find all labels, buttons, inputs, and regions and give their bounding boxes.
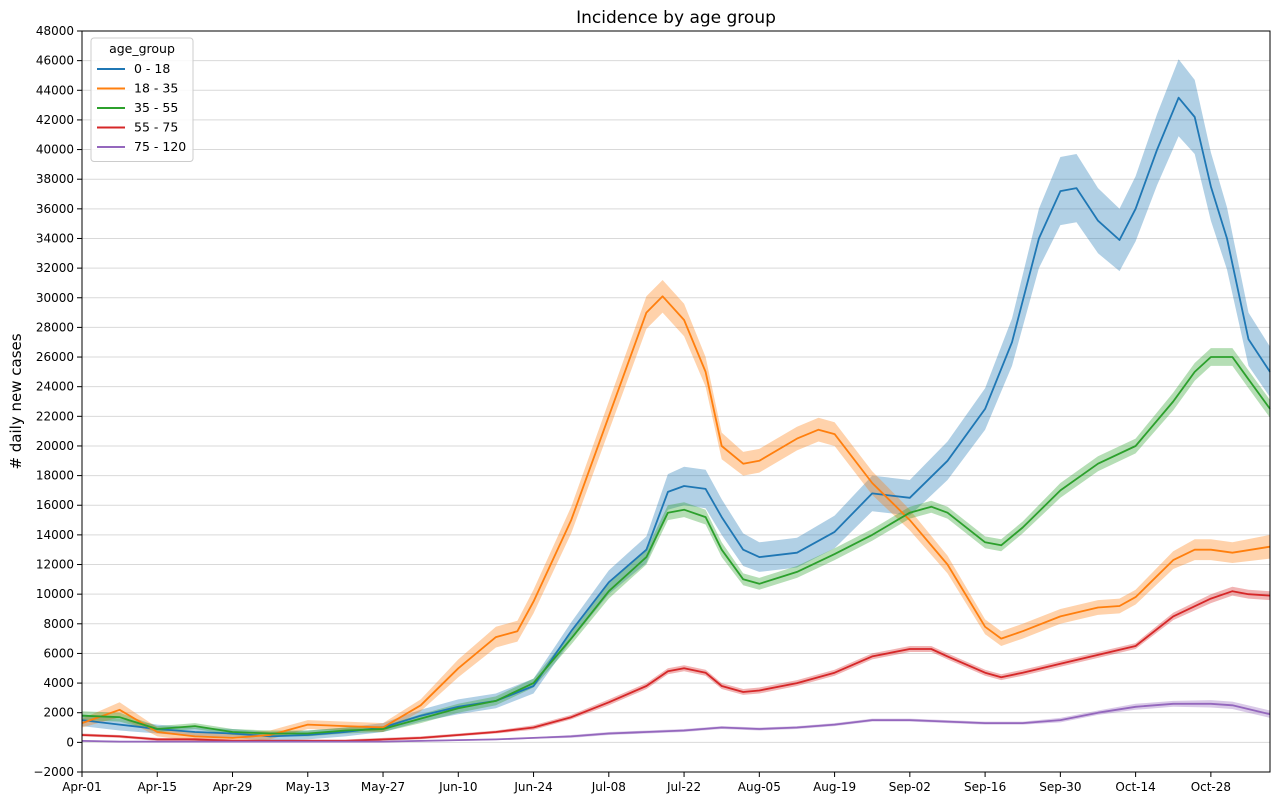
confidence-band-4	[82, 700, 1270, 743]
legend: age_group 0 - 18 18 - 35 35 - 55 55 - 75 75 …	[90, 37, 194, 162]
y-tick-label: 32000	[36, 261, 74, 275]
y-tick-label: 38000	[36, 172, 74, 186]
x-tick-label: Sep-30	[1039, 780, 1081, 794]
legend-entries: 0 - 18 18 - 35 35 - 55 55 - 75 75 - 120	[97, 61, 186, 154]
series-line-2	[81, 356, 1271, 735]
x-tick-label: Oct-28	[1191, 780, 1231, 794]
y-tick-label: 12000	[36, 558, 74, 572]
confidence-bands	[82, 59, 1270, 743]
series-line-1	[81, 295, 1271, 739]
y-axis-label: # daily new cases	[7, 333, 25, 469]
y-tick-label: 44000	[36, 83, 74, 97]
y-tick-label: 34000	[36, 231, 74, 245]
legend-label: 75 - 120	[134, 139, 186, 154]
x-tick-label: Jun-10	[438, 780, 477, 794]
y-tick-label: 48000	[36, 24, 74, 38]
y-tick-label: 24000	[36, 380, 74, 394]
y-tick-label: 26000	[36, 350, 74, 364]
legend-label: 0 - 18	[134, 61, 170, 76]
y-tick-label: 22000	[36, 409, 74, 423]
x-tick-label: Jun-24	[513, 780, 552, 794]
legend-label: 35 - 55	[134, 100, 178, 115]
chart-title: Incidence by age group	[576, 8, 776, 28]
y-tick-label: 42000	[36, 113, 74, 127]
y-tick-label: 46000	[36, 54, 74, 68]
x-tick-label: Jul-08	[591, 780, 626, 794]
x-tick-label: May-27	[361, 780, 405, 794]
y-tick-label: 18000	[36, 469, 74, 483]
x-tick-label: Apr-29	[213, 780, 253, 794]
y-axis: −2000 0 2000 4000 6000 8000 10000 12000 14000 160…	[33, 24, 82, 779]
y-tick-label: 36000	[36, 202, 74, 216]
series-lines	[81, 96, 1271, 743]
legend-label: 55 - 75	[134, 120, 178, 135]
y-tick-label: 2000	[43, 706, 74, 720]
legend-title: age_group	[109, 41, 175, 56]
x-tick-label: Oct-14	[1115, 780, 1155, 794]
series-line-4	[81, 702, 1271, 743]
y-tick-label: 16000	[36, 498, 74, 512]
x-tick-label: Apr-15	[137, 780, 177, 794]
y-tick-label: 8000	[43, 617, 74, 631]
y-tick-label: 10000	[36, 587, 74, 601]
x-tick-label: Apr-01	[62, 780, 102, 794]
x-tick-label: Sep-02	[889, 780, 931, 794]
x-tick-label: Sep-16	[964, 780, 1006, 794]
y-tick-label: 4000	[43, 676, 74, 690]
x-axis: Apr-01 Apr-15 Apr-29 May-13 May-27 Jun-10 Jun-…	[62, 772, 1231, 794]
y-tick-label: 30000	[36, 291, 74, 305]
y-tick-label: 28000	[36, 320, 74, 334]
x-tick-label: May-13	[286, 780, 330, 794]
y-tick-label: 6000	[43, 646, 74, 660]
y-tick-label: 0	[66, 735, 74, 749]
y-tick-label: 40000	[36, 143, 74, 157]
x-tick-label: Aug-05	[738, 780, 781, 794]
series-line-0	[81, 96, 1271, 738]
plot-frame	[81, 30, 1271, 773]
x-tick-label: Aug-19	[813, 780, 856, 794]
y-tick-label: −2000	[33, 765, 74, 779]
y-tick-label: 20000	[36, 439, 74, 453]
y-tick-label: 14000	[36, 528, 74, 542]
x-tick-label: Jul-22	[666, 780, 701, 794]
legend-label: 18 - 35	[134, 81, 178, 96]
